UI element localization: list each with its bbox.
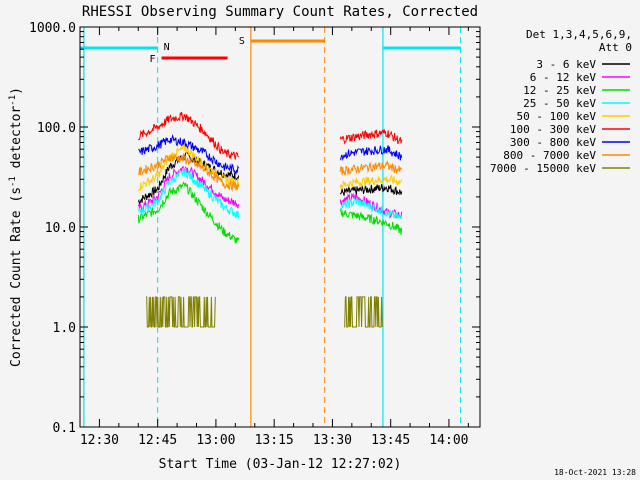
series-line [339,184,403,196]
x-axis-label: Start Time (03-Jan-12 12:27:02) [159,457,402,472]
legend-label: 50 - 100 keV [517,110,597,123]
legend-label: 6 - 12 keV [530,71,597,84]
series-300-800keV [138,133,403,175]
y-tick-label: 100.0 [37,121,76,136]
y-tick-label: 1.0 [53,321,76,336]
series-line [339,208,403,235]
x-tick-label: 12:30 [80,433,119,448]
series-line [339,196,402,220]
series-line [138,152,240,192]
legend-label: 100 - 300 keV [510,123,596,136]
flag-label-s: S [239,36,245,47]
series-12-25keV [137,181,403,244]
chart-title: RHESSI Observing Summary Count Rates, Co… [82,4,478,20]
legend-title-1: Det 1,3,4,5,6,9, [526,28,632,41]
x-tick-label: 12:45 [138,433,177,448]
series-25-50keV [137,167,402,220]
series-line [339,160,403,176]
legend-label: 25 - 50 keV [523,97,596,110]
flag-label-n: N [164,42,170,53]
series-7000-15000keV [146,296,383,328]
series-line [339,145,403,162]
series-layer [137,111,403,328]
legend-label: 12 - 25 keV [523,84,596,97]
legend-label: 7000 - 15000 keV [490,162,596,175]
footer-stamp: 18-Oct-2021 13:28 [554,468,636,477]
series-line [339,129,403,145]
y-axis-label: Corrected Count Rate (s-1 detector-1) [8,87,24,367]
series-800-7000keV [138,152,403,192]
legend-label: 800 - 7000 keV [503,149,596,162]
series-line [137,111,239,160]
x-tick-label: 13:15 [255,433,294,448]
series-line [137,181,240,244]
flag-label-f: F [150,54,156,65]
legend-label: 3 - 6 keV [536,58,596,71]
series-line [146,296,216,328]
legend-label: 300 - 800 keV [510,136,596,149]
series-line [137,167,240,219]
series-line [138,133,240,175]
series-line [344,296,383,328]
plot-area [80,27,480,427]
y-tick-label: 1000.0 [29,21,76,36]
y-tick-label: 0.1 [53,421,76,436]
legend-title-2: Att 0 [599,41,632,54]
x-tick-label: 14:00 [429,433,468,448]
series-line [339,174,403,189]
axes: 1000.0 100.0 10.0 1.0 0.1 12:30 12:45 13:00 13:1… [29,21,481,448]
observing-regions: NF S [80,27,462,427]
series-100-300keV [137,111,403,160]
x-tick-label: 13:00 [196,433,235,448]
y-tick-label: 10.0 [45,221,76,236]
x-tick-label: 13:45 [371,433,410,448]
x-tick-label: 13:30 [313,433,352,448]
